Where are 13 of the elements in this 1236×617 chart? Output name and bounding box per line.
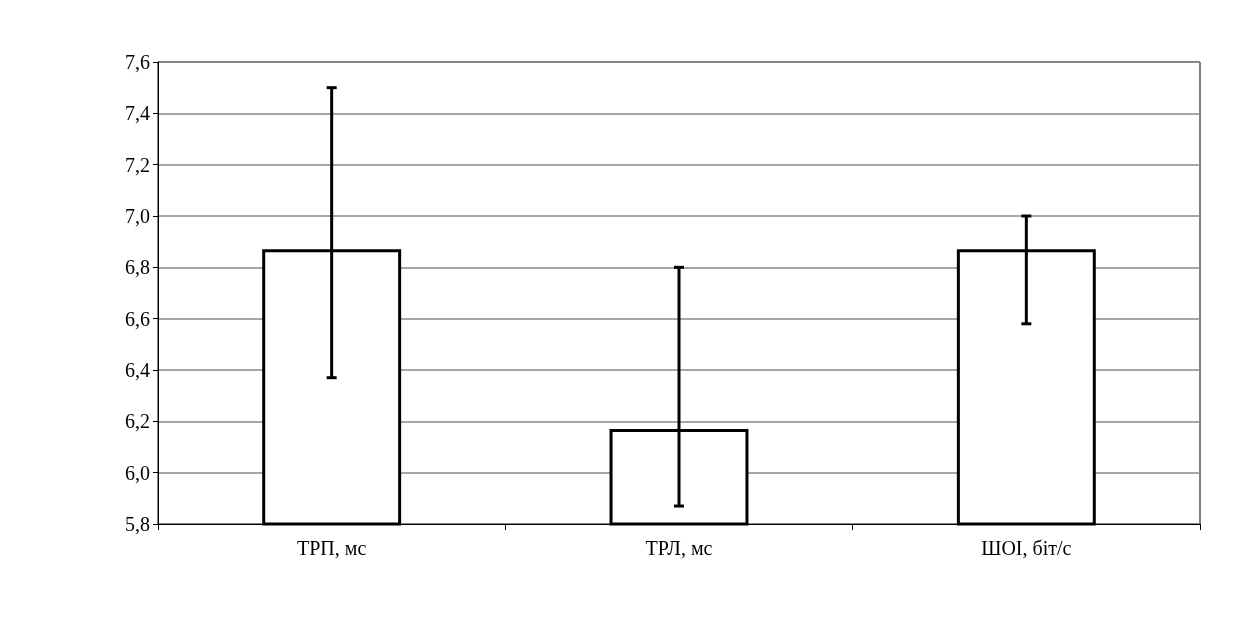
y-tick-label: 5,8 (125, 513, 150, 535)
x-tick-label: ТРЛ, мс (645, 537, 713, 559)
y-tick-label: 6,2 (125, 410, 150, 433)
y-tick-label: 6,0 (125, 461, 150, 484)
y-tick-label: 7,0 (125, 205, 150, 227)
y-tick-label: 6,8 (125, 256, 150, 279)
y-tick-label: 6,4 (125, 359, 150, 381)
y-tick-label: 7,2 (125, 153, 150, 176)
y-tick-label: 6,6 (125, 307, 150, 330)
y-tick-label: 7,6 (125, 51, 150, 73)
y-tick-label: 7,4 (125, 102, 150, 125)
x-tick-label: ШОІ, біт/с (981, 537, 1072, 559)
x-tick-label: ТРП, мс (297, 537, 367, 559)
